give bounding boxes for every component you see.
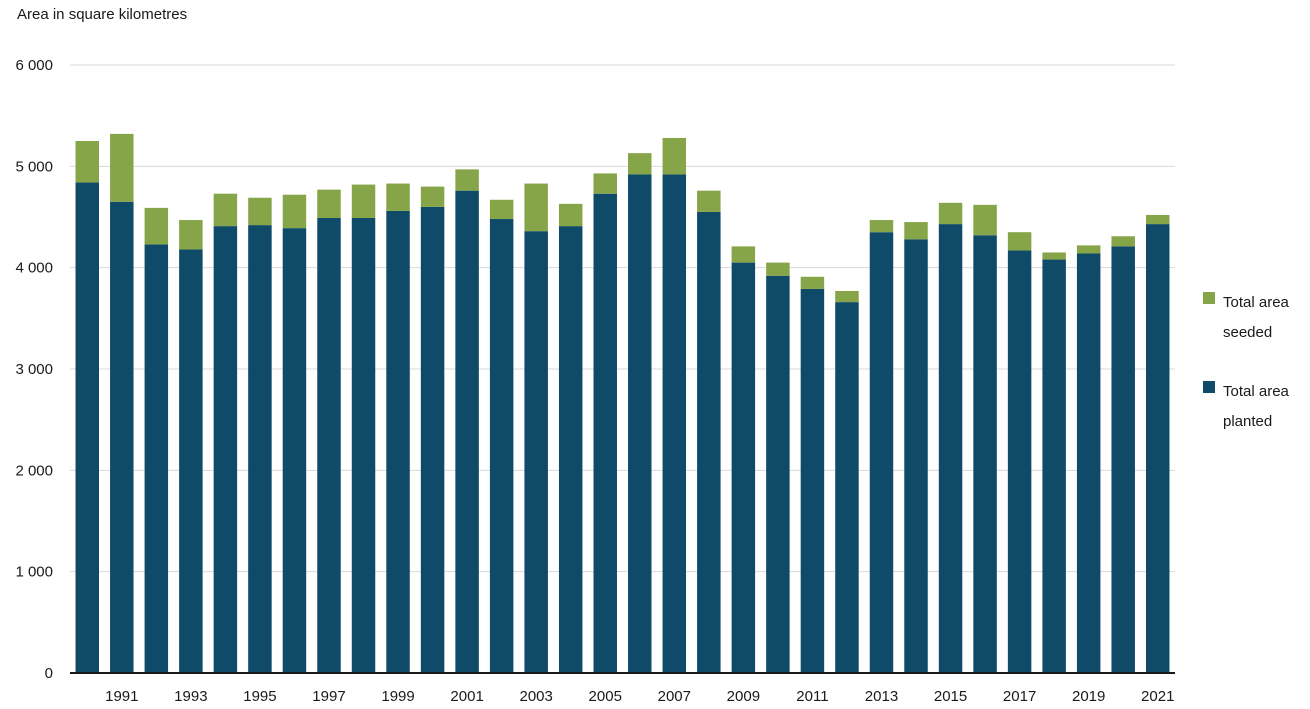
bar-seeded [662,137,687,175]
bar-seeded [593,173,617,194]
bar-planted [282,228,307,673]
bar-planted [835,302,859,673]
bar-seeded [731,246,756,263]
bar-seeded [455,169,479,191]
bar-seeded [351,184,376,219]
bar-planted [1076,253,1101,674]
bar-planted [1111,246,1135,674]
bar-seeded [904,222,928,240]
bar-planted [386,210,410,674]
bar-planted [869,232,894,673]
bar-seeded [558,203,583,227]
bar-seeded [110,133,134,202]
x-tick-label: 2001 [450,688,483,704]
x-tick-label: 1993 [174,688,207,704]
x-tick-label: 2007 [658,688,691,704]
bar-planted [593,193,617,673]
bar-planted [75,182,100,673]
bar-seeded [1007,232,1032,251]
x-tick-label: 2005 [589,688,622,704]
bar-planted [1007,250,1032,673]
bar-planted [248,225,272,673]
bar-planted [904,239,928,673]
bar-planted [697,211,721,673]
x-tick-label: 1995 [243,688,276,704]
x-tick-label: 2021 [1141,688,1174,704]
legend-swatch-planted [1203,381,1215,393]
bar-seeded [489,199,514,220]
bar-seeded [1042,252,1066,260]
bar-planted [351,218,376,673]
bar-seeded [973,204,997,236]
bar-planted [110,201,134,674]
bar-planted [766,275,790,673]
legend-label-planted: Total area planted [1223,383,1289,430]
bar-planted [455,190,479,674]
bar-seeded [1111,236,1135,247]
bar-planted [1145,224,1170,674]
bar-seeded [282,194,307,229]
bar-planted [973,235,997,674]
bar-planted [558,226,583,673]
bar-seeded [628,153,652,175]
bar-seeded [420,186,445,207]
legend-label-seeded: Total area seeded [1223,294,1289,341]
x-tick-label: 2019 [1072,688,1105,704]
bar-planted [179,249,203,673]
bar-planted [628,174,652,673]
bar-planted [420,206,445,673]
bar-planted [524,231,548,674]
bar-seeded [248,197,272,226]
y-axis-label: Area in square kilometres [17,6,188,23]
y-tick-label: 0 [45,665,53,682]
x-tick-label: 2011 [796,688,828,704]
bar-seeded [766,262,790,276]
bar-planted [938,224,963,674]
bar-seeded [317,189,341,219]
bar-planted [144,244,169,674]
y-tick-label: 3 000 [15,361,53,378]
bar-seeded [869,220,894,233]
bar-seeded [179,220,203,250]
x-tick-label: 2017 [1003,688,1036,704]
x-tick-label: 2015 [934,688,967,704]
bar-seeded [697,190,721,212]
bar-planted [662,174,687,673]
bar-planted [213,226,238,673]
y-tick-label: 4 000 [15,260,53,277]
bar-seeded [75,141,100,183]
bar-seeded [800,276,825,289]
bar-seeded [386,183,410,211]
y-tick-label: 1 000 [15,564,53,581]
x-tick-label: 1991 [105,688,138,704]
y-tick-label: 2 000 [15,462,53,479]
bar-seeded [938,202,963,225]
bar-planted [489,219,514,673]
x-tick-label: 2013 [865,688,898,704]
legend-swatch-seeded [1203,292,1215,304]
bar-seeded [1076,245,1101,254]
bar-planted [1042,259,1066,673]
bar-planted [800,288,825,673]
x-tick-label: 1999 [381,688,414,704]
x-tick-label: 2003 [519,688,552,704]
bar-seeded [835,290,859,303]
x-tick-label: 1997 [312,688,345,704]
bar-seeded [144,207,169,245]
bar-planted [317,218,341,673]
bar-seeded [1145,214,1170,225]
x-tick-label: 2009 [727,688,760,704]
bar-seeded [524,183,548,232]
y-tick-label: 5 000 [15,158,53,175]
bar-seeded [213,193,238,227]
bar-planted [731,262,756,673]
y-tick-label: 6 000 [15,57,53,74]
